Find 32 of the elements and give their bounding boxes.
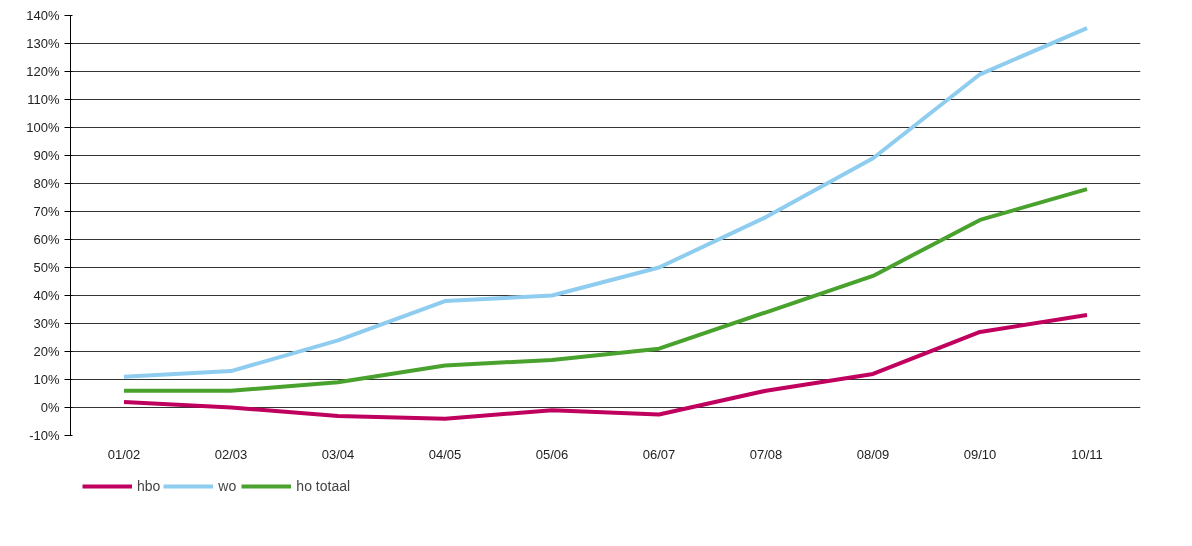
y-tick-label: 110% bbox=[27, 92, 60, 107]
x-tick-label: 05/06 bbox=[535, 446, 569, 462]
x-tick-label: 02/03 bbox=[214, 446, 248, 462]
legend-label: wo bbox=[218, 478, 238, 494]
y-tick-label: 120% bbox=[26, 64, 60, 79]
y-tick-label: 80% bbox=[33, 176, 60, 191]
x-tick-label: 01/02 bbox=[107, 446, 141, 462]
x-tick-label: 07/08 bbox=[749, 446, 783, 462]
y-tick-label: 70% bbox=[33, 204, 60, 219]
x-tick-label: 09/10 bbox=[963, 446, 997, 462]
y-tick-label: 130% bbox=[26, 36, 60, 51]
x-tick-label: 04/05 bbox=[428, 446, 462, 462]
y-tick-label: 50% bbox=[33, 260, 60, 275]
y-tick-label: 60% bbox=[33, 232, 60, 247]
y-tick-label: 90% bbox=[33, 148, 60, 163]
y-tick-label: 140% bbox=[26, 8, 60, 23]
x-tick-label: 10/11 bbox=[1071, 446, 1103, 462]
y-tick-label: 20% bbox=[33, 344, 60, 359]
line-series bbox=[122, 187, 1089, 393]
legend-label: hbo bbox=[137, 478, 161, 494]
line-series bbox=[122, 26, 1089, 379]
y-tick-label: 0% bbox=[40, 400, 60, 415]
y-tick-label: -10% bbox=[29, 428, 60, 443]
y-tick-label: 40% bbox=[33, 288, 60, 303]
line-series bbox=[122, 313, 1089, 421]
y-tick-label: 30% bbox=[33, 316, 60, 331]
legend-label: ho totaal bbox=[296, 478, 351, 494]
x-tick-label: 08/09 bbox=[856, 446, 890, 462]
y-tick-label: 10% bbox=[33, 372, 60, 387]
y-tick-label: 100% bbox=[26, 120, 60, 135]
x-tick-label: 06/07 bbox=[642, 446, 676, 462]
x-tick-label: 03/04 bbox=[321, 446, 355, 462]
